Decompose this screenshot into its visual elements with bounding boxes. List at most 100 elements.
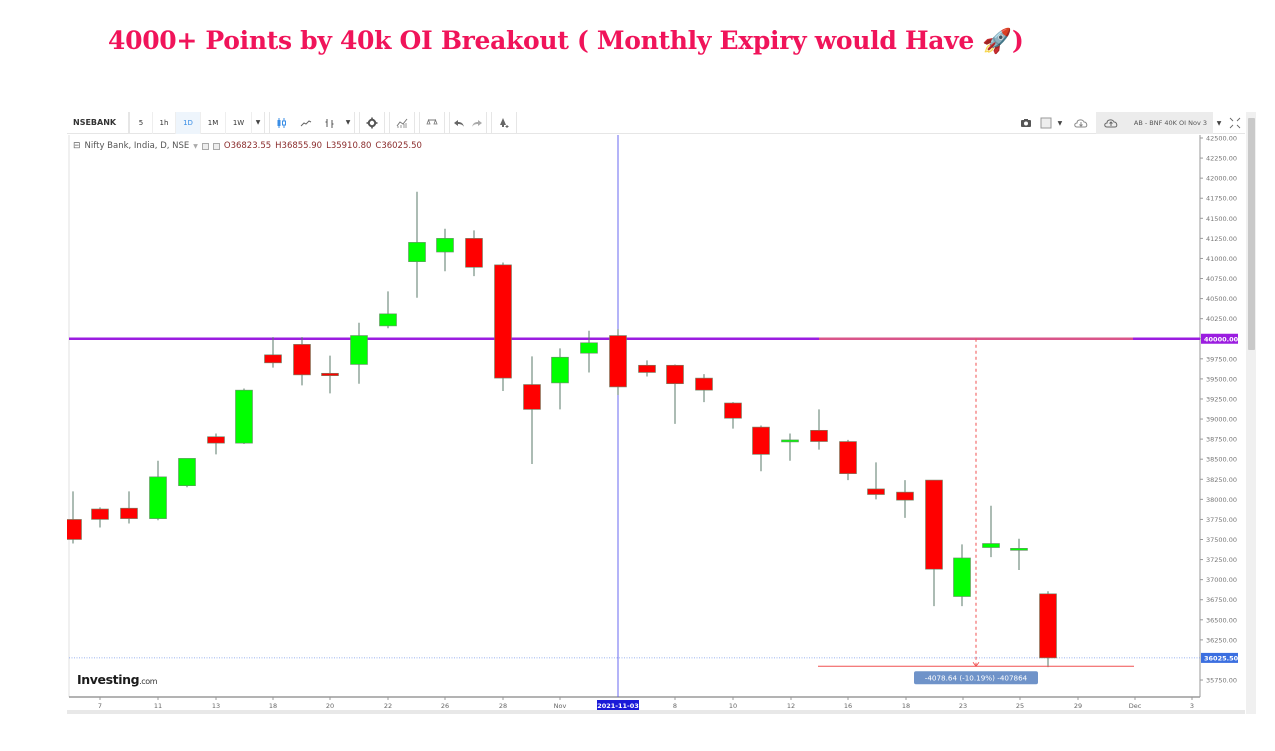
layout-select-caret[interactable]: ▼ <box>1057 119 1063 127</box>
chart-toolbar: NSEBANK 5 1h 1D 1M 1W ▼ ▼ <box>67 111 1245 134</box>
svg-text:38250.00: 38250.00 <box>1206 476 1237 484</box>
svg-text:26: 26 <box>441 702 449 710</box>
investing-logo: Investing.com <box>77 672 158 687</box>
svg-text:16: 16 <box>844 702 852 710</box>
undo-icon[interactable] <box>450 112 468 134</box>
candles-icon[interactable] <box>270 112 294 134</box>
svg-text:37250.00: 37250.00 <box>1206 556 1237 564</box>
svg-text:7: 7 <box>98 702 102 710</box>
interval-1m[interactable]: 1M <box>201 111 226 134</box>
svg-text:39250.00: 39250.00 <box>1206 395 1237 403</box>
svg-text:10: 10 <box>729 702 737 710</box>
svg-text:41500.00: 41500.00 <box>1206 215 1237 223</box>
headline: 4000+ Points by 40k OI Breakout ( Monthl… <box>108 26 1024 55</box>
series-legend: ⊟ Nifty Bank, India, D, NSE ▼ O36823.55 … <box>73 141 422 151</box>
chart-plot-area[interactable]: 42500.00 42250.00 42000.00 41750.00 41500.00… <box>67 112 1246 714</box>
history-group <box>449 111 487 134</box>
svg-text:40500.00: 40500.00 <box>1206 295 1237 303</box>
balance-scale-icon[interactable] <box>420 112 444 134</box>
legend-low: L35910.80 <box>326 141 372 151</box>
svg-text:36500.00: 36500.00 <box>1206 616 1237 624</box>
interval-group: 5 1h 1D 1M 1W ▼ <box>129 111 265 134</box>
chart-type-group: ▼ <box>269 111 355 134</box>
interval-dropdown-caret[interactable]: ▼ <box>255 119 261 126</box>
svg-text:38000.00: 38000.00 <box>1206 496 1237 504</box>
add-alert-icon[interactable] <box>492 112 516 134</box>
svg-text:39750.00: 39750.00 <box>1206 355 1237 363</box>
cloud-upload-icon[interactable] <box>1095 112 1126 134</box>
headline-close: ) <box>1012 26 1024 55</box>
logo-suffix: .com <box>139 677 158 686</box>
scale-group <box>419 111 445 134</box>
interval-1w[interactable]: 1W <box>226 111 252 134</box>
compare-icon[interactable] <box>390 112 414 134</box>
svg-text:11: 11 <box>154 702 162 710</box>
series-menu-caret[interactable]: ▼ <box>193 142 198 150</box>
svg-text:38500.00: 38500.00 <box>1206 456 1237 464</box>
svg-text:39500.00: 39500.00 <box>1206 375 1237 383</box>
svg-text:42000.00: 42000.00 <box>1206 175 1237 183</box>
line-chart-icon[interactable] <box>294 112 318 134</box>
svg-text:13: 13 <box>212 702 220 710</box>
legend-open: O36823.55 <box>223 141 272 151</box>
svg-text:41000.00: 41000.00 <box>1206 255 1237 263</box>
chart-type-dropdown-caret[interactable]: ▼ <box>345 119 351 126</box>
svg-text:36250.00: 36250.00 <box>1206 636 1237 644</box>
svg-text:Nov: Nov <box>554 702 567 710</box>
headline-text: 4000+ Points by 40k OI Breakout ( Monthl… <box>108 26 983 55</box>
series-settings-icon[interactable] <box>212 142 220 150</box>
redo-icon[interactable] <box>468 112 486 134</box>
svg-text:37750.00: 37750.00 <box>1206 516 1237 524</box>
symbol-search[interactable]: NSEBANK <box>67 111 129 134</box>
legend-high: H36855.90 <box>275 141 323 151</box>
gear-icon[interactable] <box>360 112 384 134</box>
svg-text:42500.00: 42500.00 <box>1206 135 1237 143</box>
layout-select-icon[interactable] <box>1038 112 1054 134</box>
bottom-strip <box>67 710 1245 714</box>
svg-text:8: 8 <box>673 702 677 710</box>
measure-label: -4078.64 (-10.19%) -407864 <box>914 671 1038 685</box>
compare-group <box>389 111 415 134</box>
saved-layout-caret[interactable]: ▼ <box>1216 119 1222 127</box>
svg-text:37000.00: 37000.00 <box>1206 576 1237 584</box>
legend-close: C36025.50 <box>375 141 422 151</box>
indicators-icon[interactable] <box>318 112 342 134</box>
rocket-icon: 🚀 <box>982 27 1013 55</box>
svg-text:22: 22 <box>384 702 392 710</box>
saved-layout-name[interactable]: AB - BNF 40K OI Nov 3 <box>1125 112 1213 134</box>
svg-text:-4078.64 (-10.19%) -407864: -4078.64 (-10.19%) -407864 <box>925 673 1028 682</box>
vertical-scrollbar[interactable] <box>1246 112 1256 714</box>
svg-text:36750.00: 36750.00 <box>1206 596 1237 604</box>
chart-widget: 42500.00 42250.00 42000.00 41750.00 41500.00… <box>67 111 1256 714</box>
svg-text:23: 23 <box>959 702 967 710</box>
cloud-download-icon[interactable] <box>1066 112 1096 134</box>
svg-text:41750.00: 41750.00 <box>1206 195 1237 203</box>
svg-text:18: 18 <box>902 702 910 710</box>
svg-text:12: 12 <box>787 702 795 710</box>
fullscreen-icon[interactable] <box>1225 112 1245 134</box>
settings-group <box>359 111 385 134</box>
scrollbar-thumb[interactable] <box>1248 118 1255 350</box>
alert-group <box>491 111 517 134</box>
interval-5[interactable]: 5 <box>130 111 153 134</box>
interval-1d[interactable]: 1D <box>176 111 201 134</box>
svg-text:37500.00: 37500.00 <box>1206 536 1237 544</box>
svg-text:38750.00: 38750.00 <box>1206 436 1237 444</box>
visibility-toggle-icon[interactable] <box>201 142 209 150</box>
collapse-legend-icon[interactable]: ⊟ <box>73 141 81 151</box>
svg-text:2021-11-03: 2021-11-03 <box>597 702 639 710</box>
svg-text:39000.00: 39000.00 <box>1206 416 1237 424</box>
svg-text:18: 18 <box>269 702 277 710</box>
series-title[interactable]: Nifty Bank, India, D, NSE <box>84 141 190 151</box>
interval-1h[interactable]: 1h <box>153 111 176 134</box>
svg-text:40750.00: 40750.00 <box>1206 275 1237 283</box>
svg-text:42250.00: 42250.00 <box>1206 155 1237 163</box>
camera-icon[interactable] <box>1014 112 1038 134</box>
svg-text:36025.50: 36025.50 <box>1204 654 1239 662</box>
svg-text:41250.00: 41250.00 <box>1206 235 1237 243</box>
svg-text:35750.00: 35750.00 <box>1206 677 1237 685</box>
svg-text:3: 3 <box>1190 702 1194 710</box>
svg-text:Dec: Dec <box>1129 702 1142 710</box>
svg-text:29: 29 <box>1074 702 1082 710</box>
logo-main: Investing <box>77 672 140 687</box>
